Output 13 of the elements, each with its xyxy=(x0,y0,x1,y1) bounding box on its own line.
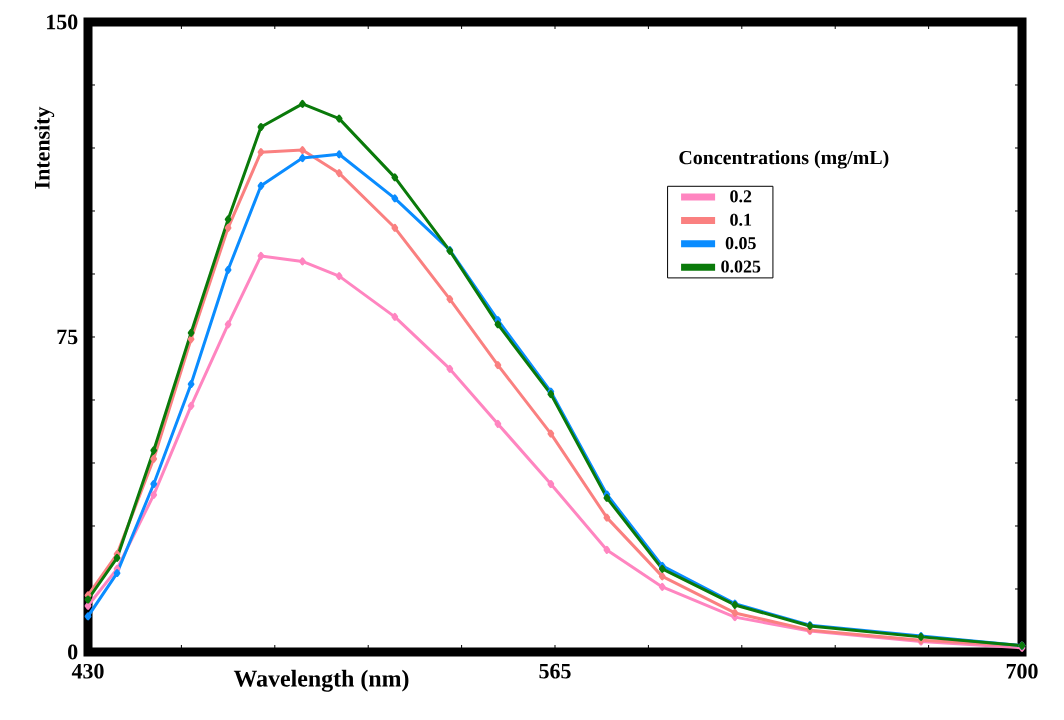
y-axis-title: Intensity xyxy=(34,106,55,189)
legend-label: 0.05 xyxy=(725,237,756,250)
y-tick-label: 75 xyxy=(57,329,78,345)
x-tick-label: 700 xyxy=(1006,663,1038,679)
x-axis-title: Wavelength (nm) xyxy=(233,669,409,692)
legend-label: 0.1 xyxy=(730,213,752,226)
y-tick-label: 0 xyxy=(68,644,78,660)
x-tick-label: 565 xyxy=(539,663,571,679)
legend-label: 0.2 xyxy=(730,190,752,203)
legend-title: Concentrations (mg/mL) xyxy=(679,150,889,169)
x-tick-label: 430 xyxy=(71,663,104,679)
y-tick-label: 150 xyxy=(47,14,78,30)
legend-label: 0.025 xyxy=(721,260,761,273)
